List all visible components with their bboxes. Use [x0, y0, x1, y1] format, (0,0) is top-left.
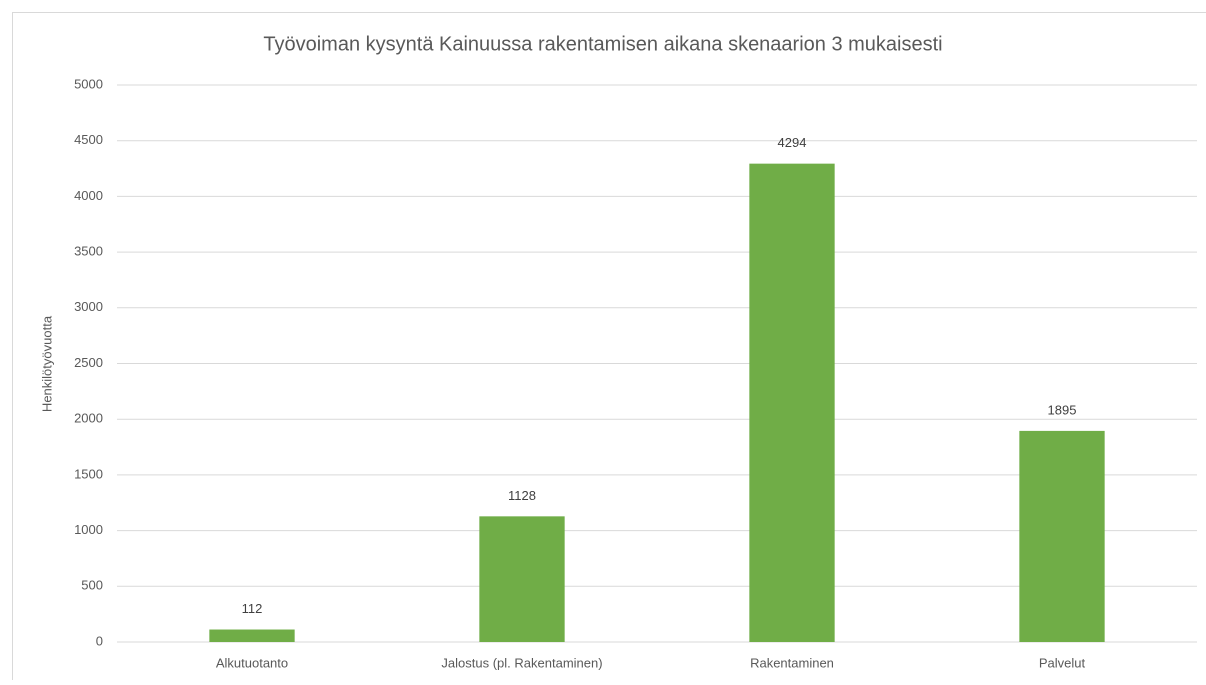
- data-label: 1895: [1048, 402, 1077, 417]
- y-tick-label: 500: [81, 578, 103, 593]
- y-tick-label: 5000: [74, 76, 103, 91]
- chart-title: Työvoiman kysyntä Kainuussa rakentamisen…: [263, 33, 942, 55]
- x-tick-label: Alkutuotanto: [216, 655, 288, 670]
- bar: [479, 516, 564, 642]
- data-label: 4294: [778, 135, 807, 150]
- y-tick-label: 1500: [74, 466, 103, 481]
- y-tick-label: 0: [96, 633, 103, 648]
- data-label: 1128: [508, 488, 536, 503]
- y-tick-label: 2000: [74, 411, 103, 426]
- bar: [209, 630, 294, 642]
- y-tick-label: 4500: [74, 132, 103, 147]
- x-tick-label: Jalostus (pl. Rakentaminen): [441, 655, 602, 670]
- y-tick-label: 4000: [74, 188, 103, 203]
- y-tick-label: 3000: [74, 299, 103, 314]
- x-tick-label: Rakentaminen: [750, 655, 834, 670]
- bar: [1019, 431, 1104, 642]
- y-tick-label: 2500: [74, 355, 103, 370]
- data-label: 112: [242, 601, 263, 616]
- y-tick-label: 1000: [74, 522, 103, 537]
- bar: [749, 164, 834, 642]
- y-tick-label: 3500: [74, 244, 103, 259]
- x-tick-label: Palvelut: [1039, 655, 1086, 670]
- y-axis-label: Henkilötyövuotta: [39, 315, 54, 412]
